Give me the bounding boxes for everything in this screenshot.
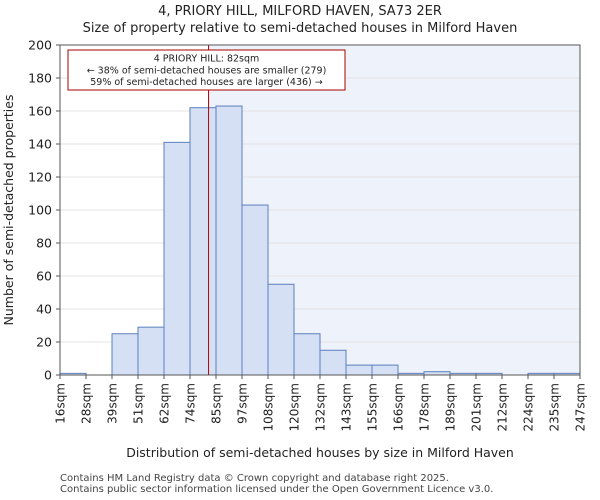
x-tick-label: 189sqm — [444, 383, 458, 431]
histogram-bar — [319, 349, 347, 376]
x-tick-label: 97sqm — [236, 383, 250, 424]
x-tick-label: 62sqm — [158, 383, 172, 424]
x-tick-label: 178sqm — [418, 383, 432, 431]
x-tick-label: 166sqm — [392, 383, 406, 431]
y-tick-label: 100 — [28, 203, 52, 218]
y-tick-label: 160 — [28, 104, 52, 119]
annotation-line2: ← 38% of semi-detached houses are smalle… — [87, 66, 327, 77]
x-tick-label: 143sqm — [340, 383, 354, 431]
histogram-bar — [345, 364, 373, 376]
x-tick-label: 85sqm — [210, 383, 224, 424]
x-tick-label: 201sqm — [470, 383, 484, 431]
x-axis-label: Distribution of semi-detached houses by … — [126, 445, 514, 460]
annotation-line3: 59% of semi-detached houses are larger (… — [90, 77, 323, 88]
annotation-box — [67, 49, 346, 91]
histogram-bar — [137, 326, 165, 376]
x-tick-label: 16sqm — [54, 383, 68, 424]
chart-title-line2: Size of property relative to semi-detach… — [82, 21, 518, 36]
x-tick-label: 28sqm — [80, 383, 94, 424]
x-tick-label: 74sqm — [184, 383, 198, 424]
y-tick-label: 20 — [36, 335, 52, 350]
y-tick-label: 200 — [28, 38, 52, 53]
histogram-bar — [163, 141, 191, 376]
y-tick-label: 60 — [36, 269, 52, 284]
y-tick-label: 120 — [28, 170, 52, 185]
footer-line1: Contains HM Land Registry data © Crown c… — [60, 473, 449, 484]
x-tick-label: 108sqm — [262, 383, 276, 431]
histogram-bar — [215, 105, 243, 376]
x-tick-label: 51sqm — [132, 383, 146, 424]
histogram-bar — [267, 283, 295, 376]
x-tick-label: 132sqm — [314, 383, 328, 431]
histogram-bar — [371, 364, 399, 376]
x-tick-label: 155sqm — [366, 383, 380, 431]
x-tick-label: 235sqm — [548, 383, 562, 431]
y-tick-label: 140 — [28, 137, 52, 152]
y-tick-label: 40 — [36, 302, 52, 317]
x-tick-label: 247sqm — [574, 383, 588, 431]
y-axis-label: Number of semi-detached properties — [1, 95, 16, 326]
y-tick-label: 80 — [36, 236, 52, 251]
chart-title-line1: 4, PRIORY HILL, MILFORD HAVEN, SA73 2ER — [158, 4, 442, 19]
footer-line2: Contains public sector information licen… — [60, 484, 494, 495]
y-tick-label: 180 — [28, 71, 52, 86]
x-tick-label: 212sqm — [496, 383, 510, 431]
y-tick-label: 0 — [44, 368, 52, 383]
annotation-line1: 4 PRIORY HILL: 82sqm — [154, 54, 260, 65]
histogram-bar — [293, 333, 321, 376]
x-tick-label: 39sqm — [106, 383, 120, 424]
histogram-bar — [111, 333, 139, 376]
x-tick-label: 224sqm — [522, 383, 536, 431]
x-tick-label: 120sqm — [288, 383, 302, 431]
histogram-bar — [241, 204, 269, 376]
histogram-bar — [189, 107, 217, 376]
histogram-chart: 0 20 40 60 80 100 120 140 160 180 200 16sqm 28sqm 39… — [1, 38, 588, 461]
